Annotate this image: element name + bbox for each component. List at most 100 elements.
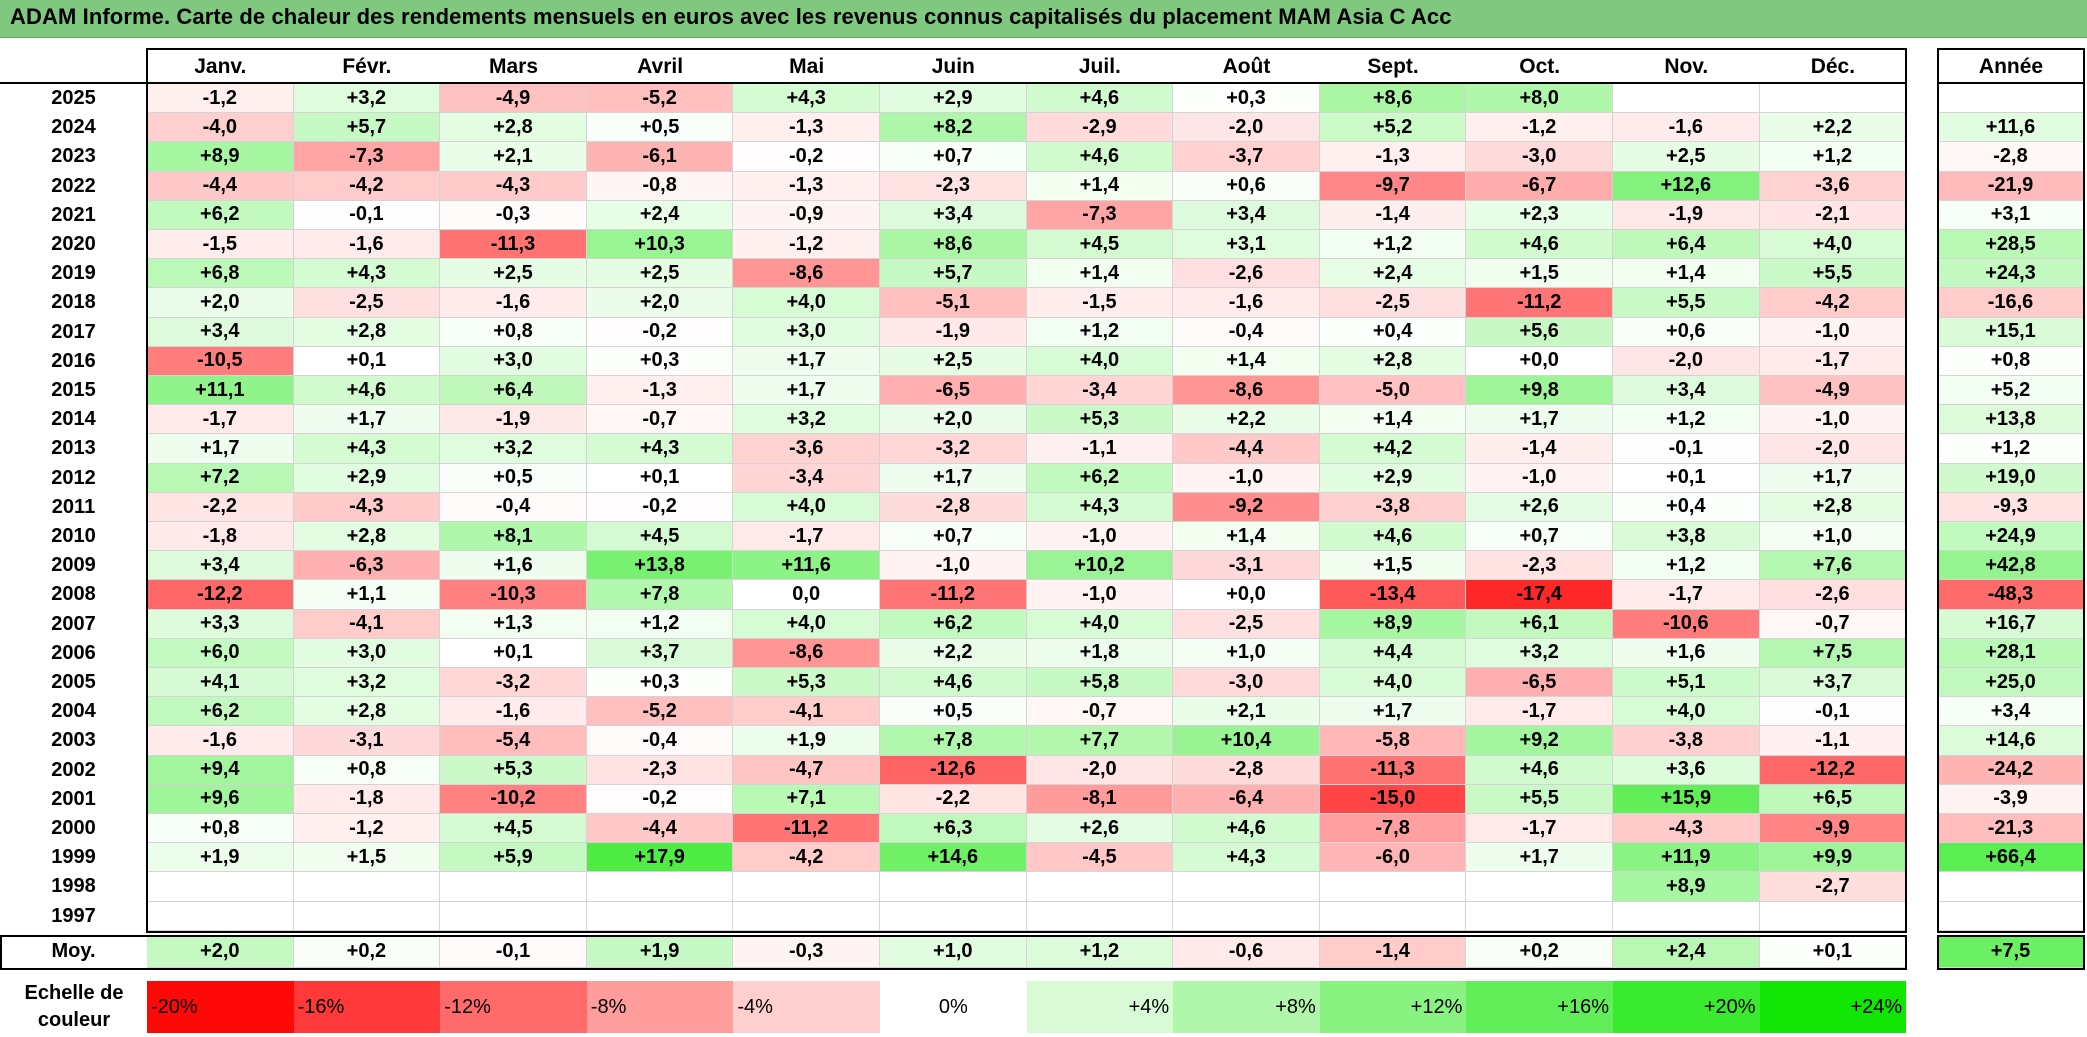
heatmap-cell: +0,7 — [880, 522, 1027, 552]
heatmap-cell: -11,2 — [880, 580, 1027, 610]
heatmap-cell: +0,8 — [147, 814, 294, 844]
heatmap-cell: -0,9 — [733, 200, 880, 230]
month-header: Janv. — [194, 54, 247, 78]
heatmap-cell: +10,3 — [586, 230, 734, 260]
heatmap-cell: +2,8 — [293, 522, 441, 552]
heatmap-cell: +0,6 — [1613, 317, 1760, 347]
scale-swatch: +16% — [1466, 981, 1613, 1033]
average-cell: +2,0 — [147, 936, 294, 968]
heatmap-cell: -2,9 — [1026, 113, 1174, 143]
heatmap-cell: +1,6 — [440, 551, 587, 581]
heatmap-cell: -1,2 — [293, 814, 441, 844]
heatmap-cell: +2,2 — [1173, 405, 1320, 435]
annual-cell: +24,9 — [1938, 522, 2084, 552]
average-cell: +0,1 — [1759, 936, 1907, 968]
heatmap-cell: +14,6 — [880, 843, 1027, 873]
heatmap-cell: -10,3 — [440, 580, 587, 610]
heatmap-cell: +4,3 — [293, 434, 441, 464]
year-label: 1999 — [51, 846, 96, 869]
average-cell: -1,4 — [1319, 936, 1467, 968]
heatmap-cell: +1,0 — [1759, 522, 1907, 552]
heatmap-cell: +1,7 — [733, 376, 880, 406]
heatmap-cell: -11,3 — [1319, 755, 1467, 785]
heatmap-cell — [1759, 84, 1907, 114]
heatmap-cell: +11,1 — [147, 376, 294, 406]
heatmap-cell: -2,2 — [880, 784, 1027, 814]
annual-cell: +11,6 — [1938, 113, 2084, 143]
heatmap-cell: +6,0 — [147, 638, 294, 668]
heatmap-cell: +2,5 — [1613, 142, 1760, 172]
heatmap-cell: +7,8 — [880, 726, 1027, 756]
heatmap-cell: +4,3 — [1173, 843, 1320, 873]
page-title: ADAM Informe. Carte de chaleur des rende… — [10, 4, 1452, 29]
heatmap-cell — [1319, 901, 1467, 931]
legend-label: Echelle de couleur — [24, 982, 124, 1031]
scale-swatch: +24% — [1759, 981, 1907, 1033]
heatmap-cell: +1,7 — [880, 463, 1027, 493]
heatmap-cell: -6,7 — [1466, 171, 1613, 201]
heatmap-cell: -4,4 — [1173, 434, 1320, 464]
heatmap-cell: -1,0 — [880, 551, 1027, 581]
heatmap-cell: -4,3 — [1613, 814, 1760, 844]
heatmap-cell: +5,3 — [1026, 405, 1174, 435]
heatmap-cell: +2,1 — [440, 142, 587, 172]
heatmap-cell: +0,3 — [586, 668, 734, 698]
heatmap-cell: +4,6 — [1319, 522, 1467, 552]
heatmap-cell: -1,5 — [1026, 288, 1174, 318]
heatmap-cell: -1,2 — [1466, 113, 1613, 143]
heatmap-cell: -4,4 — [147, 171, 294, 201]
heatmap-cell: +0,4 — [1613, 492, 1760, 522]
heatmap-cell: -2,3 — [586, 755, 734, 785]
heatmap-cell: -0,2 — [733, 142, 880, 172]
heatmap-cell: +2,6 — [1466, 492, 1613, 522]
heatmap-cell: -1,6 — [440, 697, 587, 727]
heatmap-cell: +1,3 — [440, 609, 587, 639]
heatmap-cell — [1173, 872, 1320, 902]
year-label: 2017 — [51, 320, 96, 343]
heatmap-cell: +0,5 — [440, 463, 587, 493]
heatmap-cell: -4,3 — [440, 171, 587, 201]
heatmap-cell: +3,4 — [1613, 376, 1760, 406]
heatmap-cell: -2,3 — [880, 171, 1027, 201]
scale-swatch: -4% — [733, 981, 880, 1033]
heatmap-cell: +5,3 — [733, 668, 880, 698]
heatmap-cell: +6,2 — [1026, 463, 1174, 493]
year-label: 1997 — [51, 904, 96, 927]
heatmap-cell: -4,2 — [293, 171, 441, 201]
heatmap-cell: -2,0 — [1026, 755, 1174, 785]
heatmap-cell — [1466, 901, 1613, 931]
heatmap-cell: +4,0 — [1026, 609, 1174, 639]
heatmap-cell — [733, 872, 880, 902]
heatmap-cell: +1,9 — [147, 843, 294, 873]
heatmap-cell: -3,2 — [440, 668, 587, 698]
heatmap-cell: +6,8 — [147, 259, 294, 289]
heatmap-cell: -6,5 — [1466, 668, 1613, 698]
heatmap-cell: +4,0 — [733, 492, 880, 522]
heatmap-cell: -5,0 — [1319, 376, 1467, 406]
heatmap-cell: -1,6 — [1613, 113, 1760, 143]
month-header: Mars — [488, 54, 538, 78]
scale-swatch: +4% — [1026, 981, 1174, 1033]
heatmap-cell: -0,4 — [586, 726, 734, 756]
heatmap-cell: +3,0 — [733, 317, 880, 347]
year-label: 2013 — [51, 437, 96, 460]
heatmap-cell: -1,3 — [733, 171, 880, 201]
heatmap-cell: -0,2 — [586, 317, 734, 347]
heatmap-cell: +9,6 — [147, 784, 294, 814]
heatmap-cell: +2,9 — [1319, 463, 1467, 493]
heatmap-cell: +6,2 — [147, 697, 294, 727]
average-cell: +0,2 — [1466, 936, 1613, 968]
annual-cell: +19,0 — [1938, 463, 2084, 493]
heatmap-cell: +1,4 — [1173, 522, 1320, 552]
heatmap-cell: -0,7 — [1759, 609, 1907, 639]
heatmap-cell: +4,6 — [293, 376, 441, 406]
heatmap-cell: -2,7 — [1759, 872, 1907, 902]
heatmap-cell: +9,2 — [1466, 726, 1613, 756]
year-label: 2000 — [51, 817, 96, 840]
heatmap-cell: +2,9 — [293, 463, 441, 493]
heatmap-cell: -1,1 — [1759, 726, 1907, 756]
heatmap-cell: -3,6 — [1759, 171, 1907, 201]
heatmap-cell: +1,7 — [147, 434, 294, 464]
average-cell: +0,2 — [293, 936, 441, 968]
heatmap-cell: -1,2 — [147, 84, 294, 114]
